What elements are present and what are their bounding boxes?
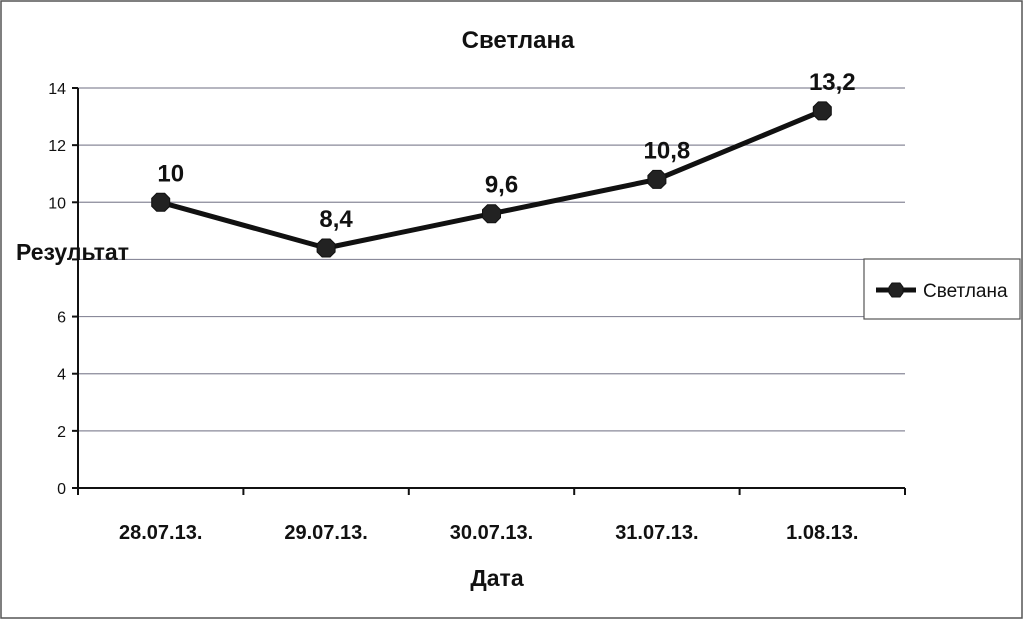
legend-entry-label: Светлана	[923, 281, 1008, 302]
legend: Светлана	[863, 258, 1021, 320]
grid-lines	[78, 87, 905, 432]
legend-marker-swatch	[888, 282, 904, 298]
data-label: 8,4	[319, 206, 353, 233]
y-tick-label: 4	[57, 367, 66, 384]
y-axis-title: Результат	[16, 239, 129, 265]
y-tick-label: 6	[57, 310, 66, 327]
y-tick-label: 0	[57, 481, 66, 498]
data-labels: 10 8,4 9,6 10,8 13,2	[157, 69, 855, 233]
y-tick-label: 14	[48, 81, 66, 98]
axes	[72, 87, 906, 495]
data-label: 10,8	[644, 137, 691, 164]
y-tick-labels: 0 2 4 6 10 12 14	[48, 81, 66, 498]
y-tick-label: 12	[48, 138, 66, 155]
x-tick-label: 31.07.13.	[615, 522, 698, 544]
data-point	[151, 192, 171, 212]
y-tick-label: 2	[57, 424, 66, 441]
x-tick-label: 29.07.13.	[284, 522, 367, 544]
data-point	[316, 238, 336, 258]
chart-title: Светлана	[462, 27, 575, 54]
data-point	[647, 169, 667, 189]
data-points	[151, 101, 832, 258]
data-point	[482, 204, 501, 224]
y-tick-label: 10	[48, 195, 66, 212]
data-label: 10	[157, 160, 184, 187]
data-label: 9,6	[485, 172, 518, 199]
data-point	[812, 101, 832, 121]
x-tick-label: 1.08.13.	[786, 522, 858, 544]
x-tick-labels: 28.07.13. 29.07.13. 30.07.13. 31.07.13. 1.08…	[119, 522, 858, 544]
x-axis-title: Дата	[470, 565, 523, 591]
x-tick-label: 30.07.13.	[450, 522, 533, 544]
x-tick-label: 28.07.13.	[119, 522, 202, 544]
data-label: 13,2	[809, 69, 856, 96]
